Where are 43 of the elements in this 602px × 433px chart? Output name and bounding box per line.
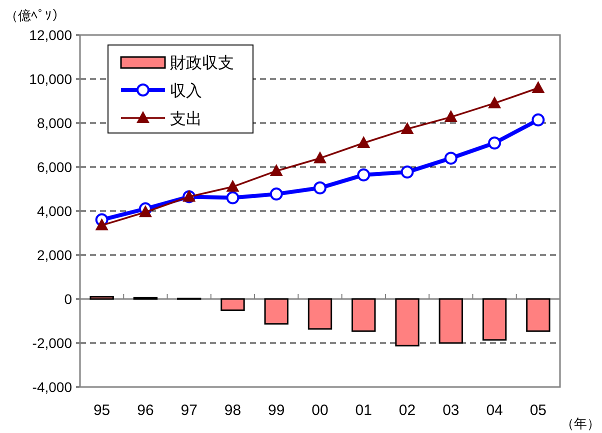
point <box>95 218 108 230</box>
x-tick-label: 05 <box>530 402 547 419</box>
y-tick-label: 2,000 <box>36 247 72 263</box>
point <box>270 188 283 201</box>
x-tick-label: 01 <box>355 402 372 419</box>
x-tick-label: 96 <box>137 402 154 419</box>
x-tick-label: 95 <box>93 402 110 419</box>
y-tick-label: 6,000 <box>36 159 72 175</box>
point <box>357 136 370 148</box>
point <box>226 191 240 204</box>
point <box>532 81 545 94</box>
point <box>444 110 458 122</box>
point <box>400 122 414 134</box>
point <box>138 205 152 218</box>
x-tick-label: 97 <box>180 402 198 419</box>
x-tick-label: 98 <box>224 402 242 419</box>
point <box>444 152 458 165</box>
point <box>270 164 283 176</box>
legend-label: 支出 <box>170 110 202 128</box>
point <box>314 151 326 164</box>
point <box>357 168 370 182</box>
point <box>314 181 326 194</box>
y-tick-label: 0 <box>64 291 72 307</box>
x-tick-label: 99 <box>268 402 285 419</box>
point <box>488 96 502 108</box>
x-axis-title: （年） <box>561 416 600 431</box>
x-tick-label: 00 <box>312 402 328 419</box>
y-tick-label: -2,000 <box>32 335 72 351</box>
point <box>400 166 414 179</box>
point <box>532 113 545 126</box>
point <box>226 180 240 192</box>
y-tick-label: 4,000 <box>36 203 72 219</box>
y-tick-label: -4,000 <box>32 379 72 395</box>
y-tick-label: 10,000 <box>29 71 72 87</box>
point <box>488 136 502 150</box>
x-tick-label: 04 <box>486 402 503 419</box>
legend-label: 財政収支 <box>170 54 234 72</box>
x-tick-label: 03 <box>442 402 460 419</box>
x-tick-label: 02 <box>398 402 416 419</box>
legend-label: 収入 <box>170 82 202 100</box>
y-tick-label: 12,000 <box>29 27 72 43</box>
y-axis-title: （億ﾍﾟｿ） <box>5 8 65 23</box>
y-tick-label: 8,000 <box>36 115 72 131</box>
